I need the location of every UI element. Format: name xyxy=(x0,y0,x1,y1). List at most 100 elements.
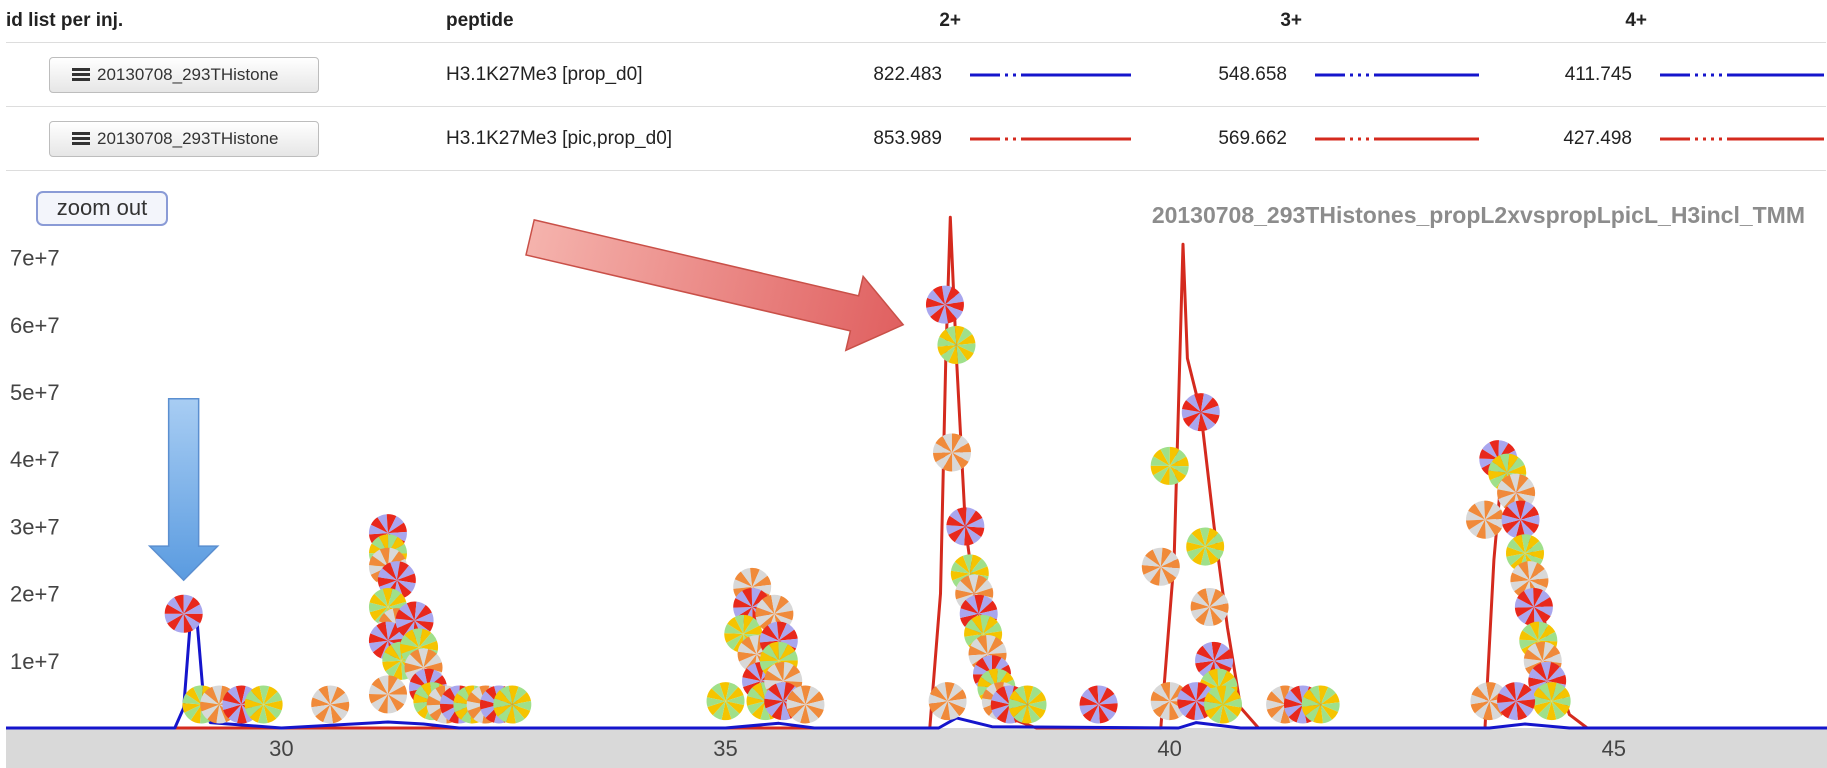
file-button[interactable]: 20130708_293THistone xyxy=(49,120,319,157)
pie-slice xyxy=(944,301,964,312)
pie-slice xyxy=(1542,653,1562,664)
pie-slice xyxy=(778,638,798,649)
pie-slice xyxy=(1150,465,1170,476)
x-tick-label: 40 xyxy=(1157,736,1181,761)
pie-slice xyxy=(1141,565,1161,575)
file-cell: 20130708_293THistone xyxy=(6,42,446,107)
file-label: 20130708_293THistone xyxy=(97,128,279,148)
pie-slice xyxy=(942,452,953,472)
pie-marker xyxy=(1181,393,1220,432)
pie-slice xyxy=(1222,704,1238,723)
pie-marker xyxy=(937,325,976,364)
pie-slice xyxy=(751,587,762,608)
pie-slice xyxy=(778,651,798,661)
pie-slice xyxy=(805,700,825,710)
pie-slice xyxy=(1510,580,1530,592)
pie-slice xyxy=(964,633,984,646)
pie-slice xyxy=(965,526,982,544)
pie-slice xyxy=(1301,697,1321,707)
pie-slice xyxy=(185,687,202,705)
pie-slice xyxy=(975,657,993,675)
pie-slice xyxy=(1208,686,1223,705)
pie-slice xyxy=(944,682,955,702)
pie-slice xyxy=(1211,641,1222,661)
pie-slice xyxy=(1186,546,1206,561)
pie-slice xyxy=(1514,598,1534,608)
pie-slice xyxy=(1159,465,1170,485)
pie-slice xyxy=(1194,393,1204,413)
pie-slice xyxy=(508,685,519,705)
pie-slice xyxy=(1169,456,1189,467)
pie-slice xyxy=(1153,449,1170,466)
pie-slice xyxy=(1516,701,1534,717)
pie-slice xyxy=(1160,566,1177,584)
pie-slice xyxy=(1149,566,1161,586)
pie-slice xyxy=(944,292,964,305)
pie-slice xyxy=(1468,503,1486,520)
pie-slice xyxy=(707,701,726,716)
pie-marker xyxy=(1195,641,1234,680)
pie-slice xyxy=(1538,682,1552,702)
pie-slice xyxy=(1474,701,1490,719)
pie-marker xyxy=(1150,446,1189,485)
pie-slice xyxy=(1510,553,1525,572)
list-icon xyxy=(72,131,90,146)
pie-slice xyxy=(1485,509,1504,520)
pie-slice xyxy=(387,588,402,608)
pie-slice xyxy=(1533,597,1553,608)
pie-slice xyxy=(1516,690,1535,702)
pie-slice xyxy=(968,645,988,656)
pie-slice xyxy=(990,700,1010,710)
pie-slice xyxy=(974,575,988,594)
pie-slice xyxy=(948,526,966,543)
pie-slice xyxy=(1547,666,1566,681)
pie-slice xyxy=(724,623,744,634)
pie-slice xyxy=(1219,704,1230,724)
pie-slice xyxy=(1153,701,1170,718)
pie-slice xyxy=(762,644,779,661)
zoom-out-button[interactable]: zoom out xyxy=(36,191,168,226)
pie-slice xyxy=(1196,645,1215,661)
pie-slice xyxy=(423,649,437,668)
pie-slice xyxy=(396,561,409,581)
pie-slice xyxy=(935,436,953,453)
pie-slice xyxy=(752,682,766,702)
pie-slice xyxy=(167,597,184,614)
pie-slice xyxy=(1200,412,1220,425)
file-button[interactable]: 20130708_293THistone xyxy=(49,56,319,93)
pie-slice xyxy=(327,685,338,705)
pie-slice xyxy=(1182,400,1201,413)
pie-slice xyxy=(493,704,513,717)
pie-slice xyxy=(404,629,420,648)
pie-slice xyxy=(250,685,264,705)
pie-slice xyxy=(991,691,1010,705)
pie-slice xyxy=(764,698,784,709)
pie-slice xyxy=(1517,607,1534,624)
pie-slice xyxy=(376,621,388,641)
pie-slice xyxy=(733,579,753,589)
pie-slice xyxy=(409,649,424,668)
pie-slice xyxy=(1181,409,1201,419)
pie-slice xyxy=(396,573,416,584)
pie-slice xyxy=(996,704,1010,723)
pie-slice xyxy=(371,677,388,695)
pie-slice xyxy=(767,664,784,681)
pie-marker xyxy=(1505,534,1545,573)
pie-slice xyxy=(982,655,993,675)
pie-slice xyxy=(927,289,945,305)
pie-slice xyxy=(318,685,331,705)
pie-slice xyxy=(727,617,744,634)
pie-slice xyxy=(1209,603,1229,613)
pie-slice xyxy=(746,696,766,706)
pie-slice xyxy=(1160,446,1170,466)
pie-slice xyxy=(1150,700,1170,711)
pie-slice xyxy=(952,435,969,453)
pie-slice xyxy=(962,554,973,574)
pie-slice xyxy=(1203,701,1223,711)
pie-slice xyxy=(960,613,979,627)
pie-slice xyxy=(378,694,388,714)
pie-slice xyxy=(1097,685,1107,705)
pie-slice xyxy=(1516,683,1532,702)
header-charge-2: 2+ xyxy=(801,0,1136,43)
